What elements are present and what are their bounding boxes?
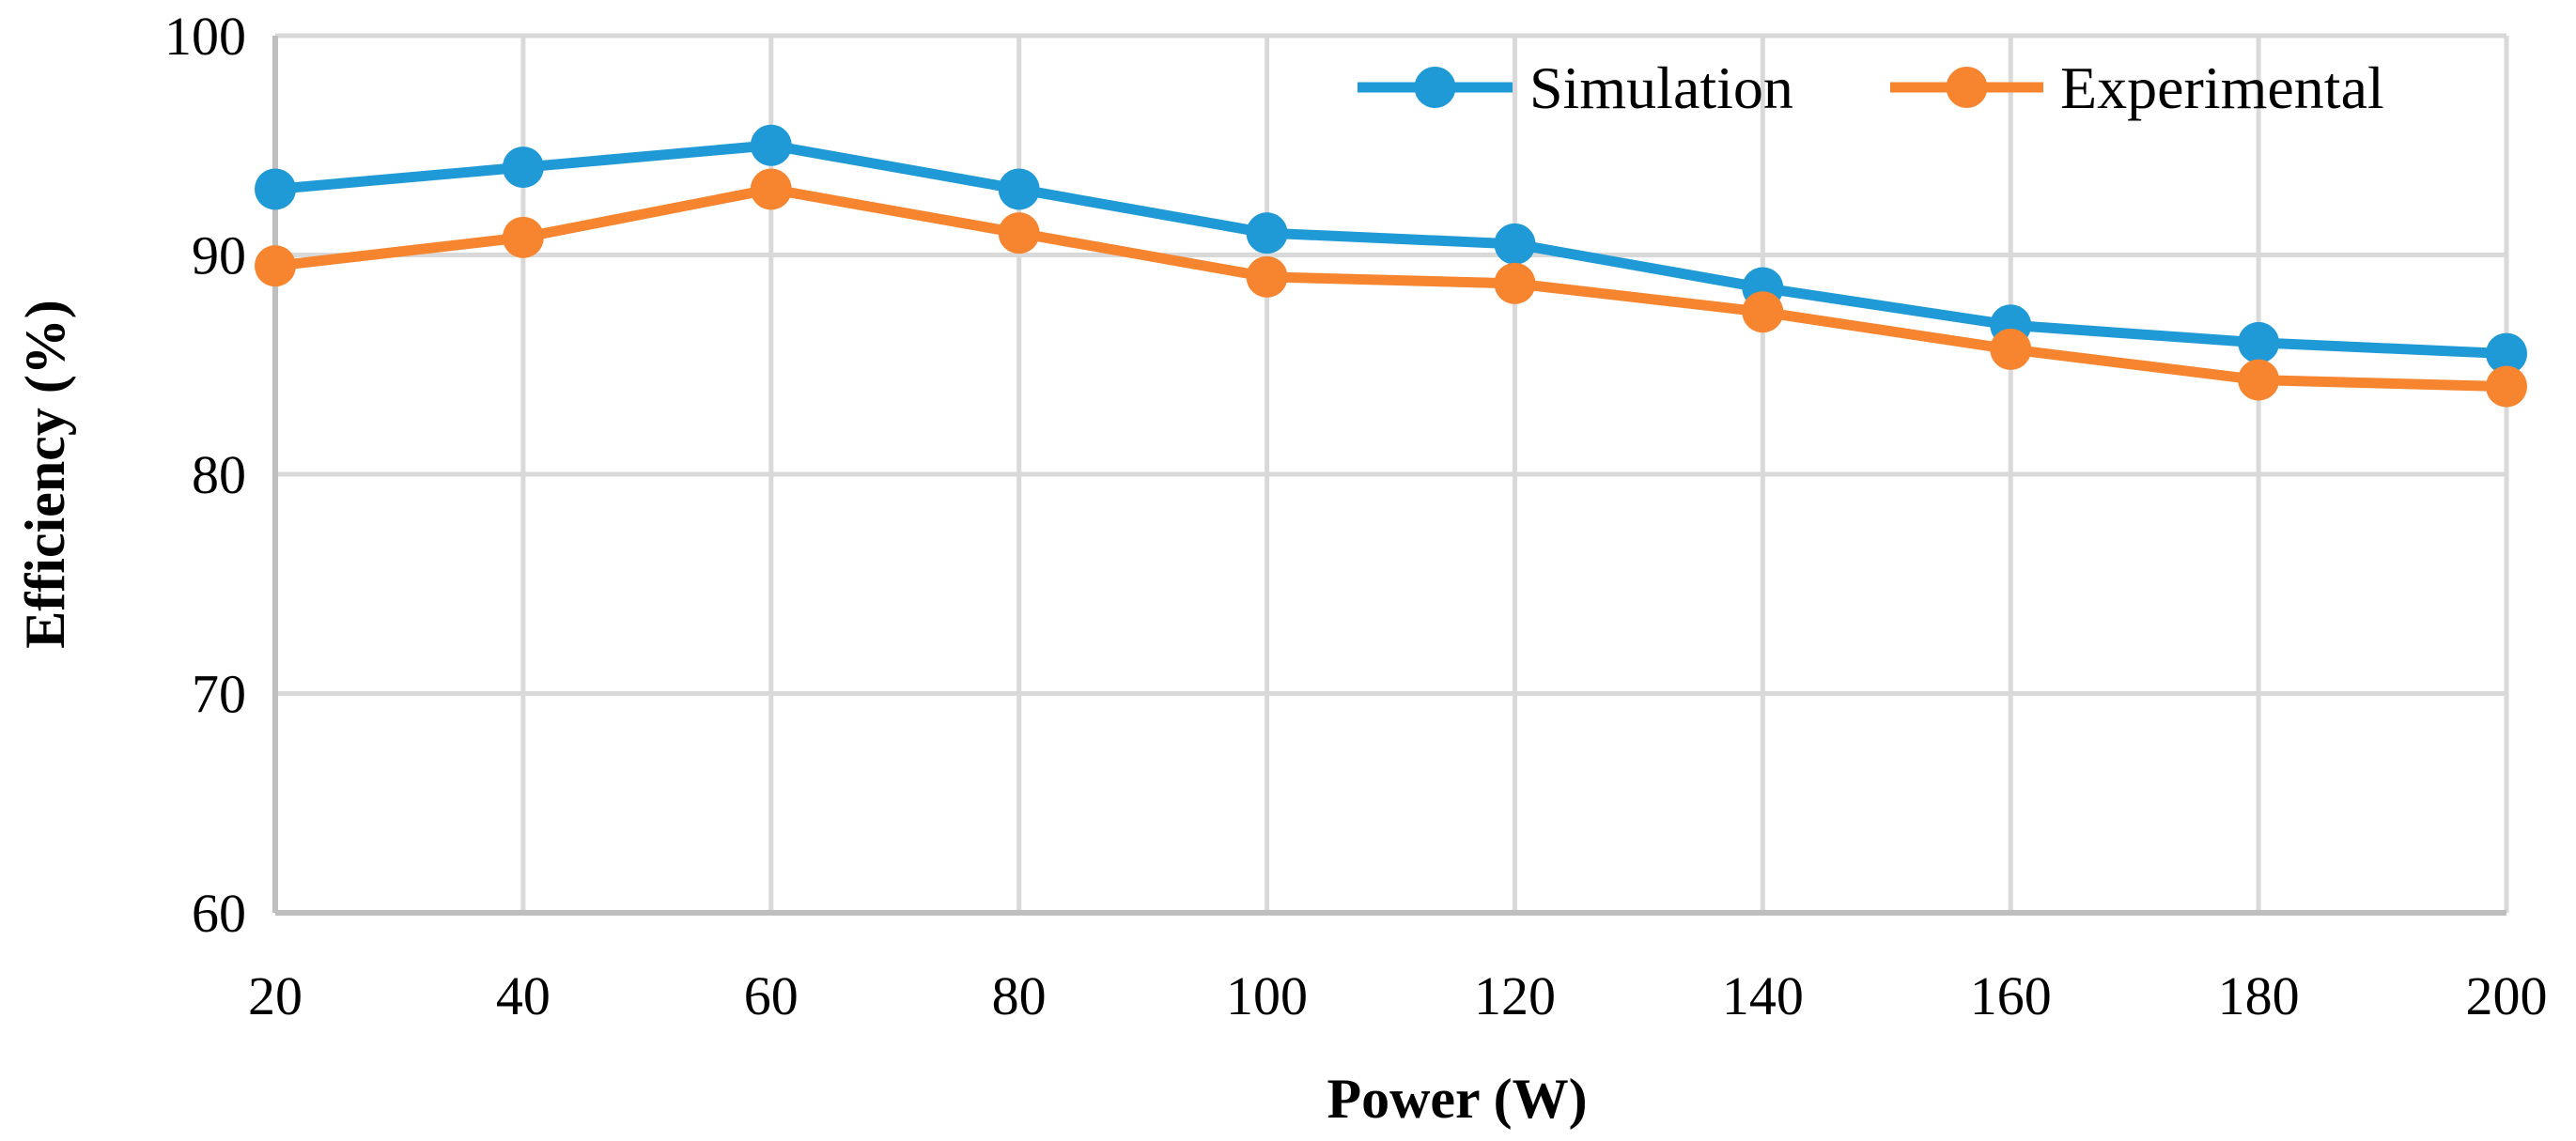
legend: Simulation Experimental: [1358, 54, 2384, 121]
x-tick-label: 120: [1474, 965, 1556, 1026]
x-axis-title: Power (W): [1327, 1068, 1587, 1130]
data-point-simulation: [255, 168, 296, 210]
legend-swatch-marker: [1414, 67, 1456, 108]
x-tick-label: 160: [1970, 965, 2052, 1026]
grid: [275, 33, 2509, 913]
data-point-simulation: [998, 168, 1040, 210]
data-point-experimental: [1246, 255, 1288, 298]
data-point-simulation: [2238, 321, 2280, 363]
legend-item-experimental: Experimental: [1890, 54, 2384, 121]
data-point-experimental: [255, 245, 296, 287]
data-point-experimental: [2486, 365, 2527, 408]
data-point-simulation: [1494, 223, 1536, 265]
x-tick-label: 140: [1722, 965, 1804, 1026]
series-line-simulation: [274, 140, 2507, 360]
x-tick-label: 100: [1226, 965, 1308, 1026]
data-point-experimental: [2238, 359, 2280, 401]
y-tick-label: 70: [192, 664, 246, 725]
x-tick-label: 80: [992, 965, 1047, 1026]
data-point-simulation: [1246, 212, 1288, 254]
x-tick-label: 180: [2218, 965, 2300, 1026]
data-point-experimental: [502, 216, 544, 258]
y-axis-title: Efficiency (%): [14, 300, 76, 649]
series-experimental: [255, 168, 2527, 408]
y-tick-label: 80: [192, 444, 246, 505]
data-point-experimental: [998, 212, 1040, 254]
data-point-simulation: [2486, 332, 2527, 375]
series-simulation: [255, 124, 2527, 375]
legend-swatch-marker: [1946, 67, 1988, 108]
tick-labels: 60 70 80 90 100 20 40 60 80 100 120 140 160 180 200: [164, 6, 2548, 1026]
x-tick-label: 40: [496, 965, 551, 1026]
y-tick-label: 60: [192, 883, 246, 944]
x-tick-label: 60: [744, 965, 799, 1026]
data-point-experimental: [1742, 291, 1784, 333]
data-point-simulation: [750, 124, 792, 166]
legend-label: Simulation: [1529, 54, 1793, 121]
data-point-experimental: [750, 168, 792, 210]
legend-item-simulation: Simulation: [1358, 54, 1793, 121]
y-tick-label: 90: [192, 225, 246, 286]
series-line-experimental: [274, 183, 2507, 393]
x-tick-label: 20: [248, 965, 303, 1026]
data-point-experimental: [1990, 328, 2032, 370]
y-tick-label: 100: [164, 6, 246, 67]
data-point-experimental: [1494, 262, 1536, 304]
legend-label: Experimental: [2060, 54, 2384, 121]
x-tick-label: 200: [2466, 965, 2548, 1026]
series-group: [255, 124, 2527, 408]
data-point-simulation: [502, 146, 544, 189]
